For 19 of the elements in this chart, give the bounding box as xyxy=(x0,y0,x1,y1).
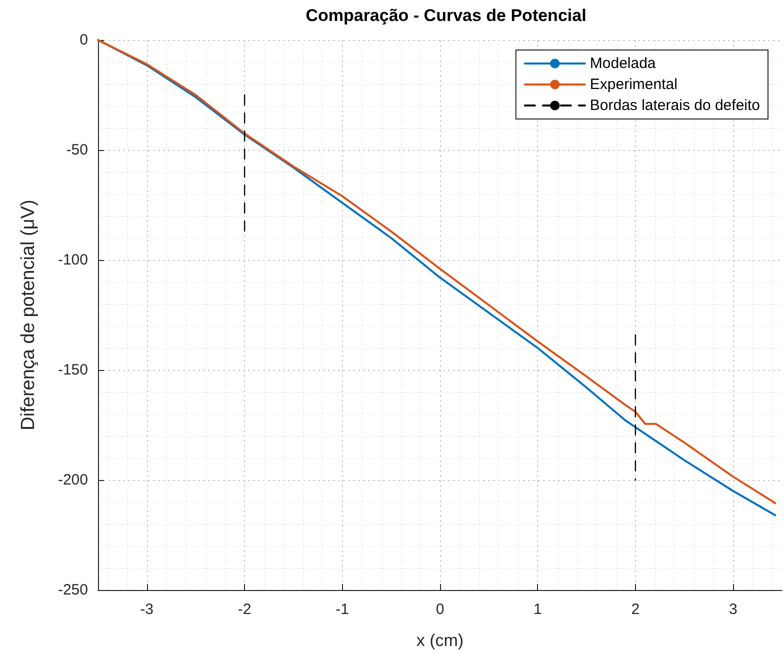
x-axis-title: x (cm) xyxy=(416,631,464,650)
x-tick-label: 1 xyxy=(534,601,542,618)
y-tick-label: -150 xyxy=(58,362,88,378)
y-tick-label: -200 xyxy=(58,472,88,488)
y-tick-label: -100 xyxy=(58,252,88,268)
x-tick-label: 3 xyxy=(728,601,738,618)
legend-label: Experimental xyxy=(590,76,678,93)
x-tick-label: -1 xyxy=(336,601,349,618)
legend-label: Modelada xyxy=(590,55,656,72)
x-tick-label: 0 xyxy=(436,601,444,618)
x-tick-label: -3 xyxy=(140,601,154,618)
legend-label: Bordas laterais do defeito xyxy=(590,97,760,114)
chart-title: Comparação - Curvas de Potencial xyxy=(306,6,586,25)
y-axis-title: Diferença de potencial (μV) xyxy=(18,200,39,430)
x-tick-label: 2 xyxy=(631,601,640,618)
y-tick-label: 0 xyxy=(80,32,88,48)
y-tick-label: -250 xyxy=(58,582,88,598)
y-tick-label: -50 xyxy=(66,142,88,158)
x-tick-label: -2 xyxy=(238,601,252,618)
